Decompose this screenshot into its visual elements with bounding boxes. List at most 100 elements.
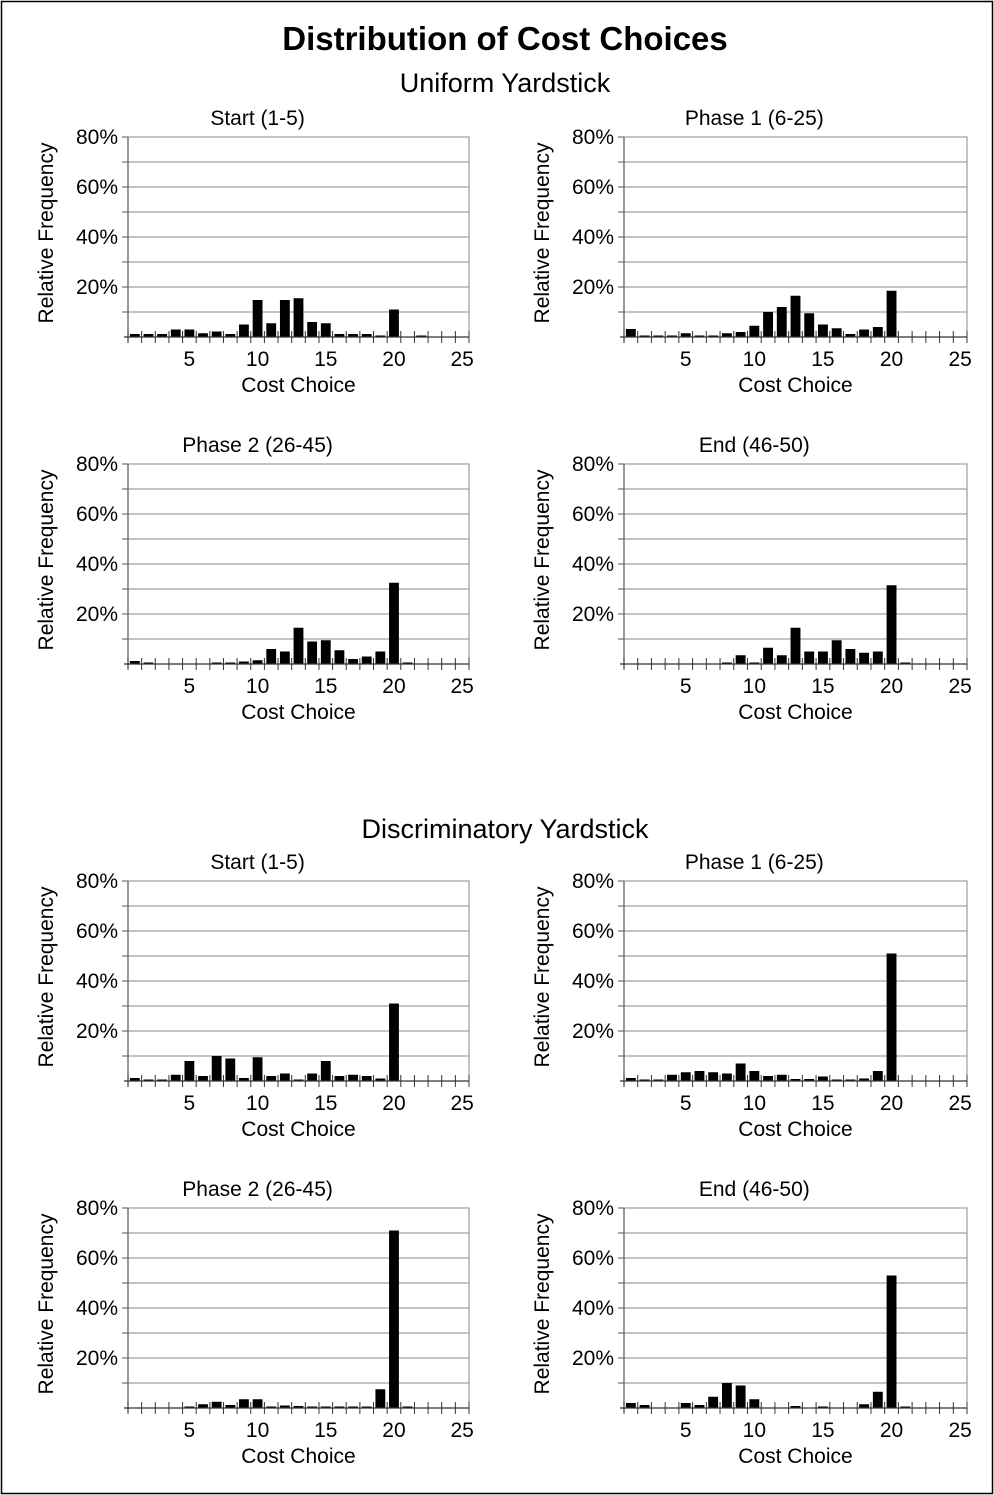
bar — [776, 655, 787, 664]
bar — [389, 582, 399, 664]
bar — [307, 322, 318, 337]
x-axis-label: Cost Choice — [738, 1445, 852, 1468]
bar — [402, 1406, 413, 1408]
x-tick-label: 5 — [184, 675, 196, 698]
y-axis-label: Relative Frequency — [35, 1213, 58, 1394]
bar — [143, 1079, 154, 1081]
bar — [266, 323, 277, 337]
bar — [375, 651, 386, 664]
bar — [211, 662, 222, 664]
y-axis-label: Relative Frequency — [531, 142, 554, 323]
y-tick-label: 40% — [572, 1297, 614, 1320]
bar — [307, 1406, 318, 1408]
y-tick-label: 60% — [572, 503, 614, 526]
bar — [818, 324, 828, 337]
x-tick-label: 15 — [314, 348, 337, 371]
bar — [708, 1072, 719, 1081]
chart-panel: 5 10 15 20 25 20% 40% 60% 80% Phase 2 (26-45) Cost… — [35, 434, 474, 724]
bar — [239, 1078, 249, 1081]
chart-panel: 5 10 15 20 25 20% 40% 60% 80% Phase 2 (26-45) Cost… — [35, 1178, 474, 1468]
bar — [776, 307, 787, 337]
y-tick-label: 80% — [572, 126, 614, 149]
figure-title: Distribution of Cost Choices — [282, 20, 728, 57]
bar — [157, 1079, 168, 1081]
bar — [831, 640, 842, 664]
bar — [667, 1074, 677, 1081]
bar — [776, 1074, 787, 1081]
bar — [198, 1404, 208, 1408]
x-axis-label: Cost Choice — [241, 701, 355, 724]
bar — [708, 1396, 719, 1408]
y-tick-label: 80% — [76, 870, 118, 893]
y-tick-label: 20% — [572, 1347, 614, 1370]
bar — [416, 335, 427, 337]
x-tick-label: 10 — [743, 675, 766, 698]
bar — [872, 1071, 883, 1081]
x-tick-label: 15 — [314, 1419, 337, 1442]
bar — [708, 335, 719, 337]
bar — [375, 1078, 386, 1081]
x-tick-label: 5 — [680, 348, 692, 371]
bar — [859, 329, 870, 337]
y-tick-label: 40% — [76, 226, 118, 249]
bar — [872, 1391, 883, 1408]
group-title-discriminatory: Discriminatory Yardstick — [361, 814, 649, 844]
panel-title: Start (1-5) — [210, 851, 305, 874]
panel-title: End (46-50) — [699, 1178, 810, 1201]
bar — [211, 1056, 222, 1081]
bar — [252, 1399, 263, 1408]
bar — [694, 1405, 705, 1408]
y-tick-label: 60% — [572, 1247, 614, 1270]
y-tick-label: 20% — [76, 1020, 118, 1043]
bar — [639, 1079, 650, 1081]
x-tick-label: 20 — [382, 1092, 405, 1115]
bar — [279, 1073, 290, 1081]
x-tick-label: 15 — [314, 1092, 337, 1115]
panel-title: End (46-50) — [699, 434, 810, 457]
x-axis-label: Cost Choice — [241, 374, 355, 397]
bar — [211, 331, 222, 337]
y-axis-label: Relative Frequency — [531, 1213, 554, 1394]
bar — [886, 290, 897, 337]
bar — [266, 649, 277, 664]
x-tick-label: 5 — [680, 1092, 692, 1115]
x-tick-label: 10 — [246, 1419, 269, 1442]
x-axis-label: Cost Choice — [738, 1118, 852, 1141]
x-tick-label: 25 — [948, 1092, 971, 1115]
bar — [361, 334, 372, 337]
bar — [735, 1063, 746, 1081]
x-tick-label: 20 — [880, 348, 903, 371]
y-axis-label: Relative Frequency — [35, 142, 58, 323]
panel-title: Phase 1 (6-25) — [685, 851, 824, 874]
bar — [721, 333, 732, 337]
x-tick-label: 15 — [811, 675, 834, 698]
bar — [845, 1079, 856, 1081]
group-title-uniform: Uniform Yardstick — [400, 68, 611, 98]
bar — [225, 334, 236, 337]
y-tick-label: 20% — [572, 603, 614, 626]
bar — [900, 1406, 911, 1408]
bar — [239, 661, 249, 664]
bar — [184, 1061, 195, 1081]
bar — [361, 1076, 372, 1081]
y-tick-label: 20% — [76, 1347, 118, 1370]
x-tick-label: 10 — [246, 348, 269, 371]
bar — [279, 300, 290, 337]
bar — [749, 325, 760, 337]
y-axis-label: Relative Frequency — [531, 886, 554, 1067]
chart-panel: 5 10 15 20 25 20% 40% 60% 80% Start (1-5) Cost Cho… — [35, 107, 474, 397]
x-tick-label: 25 — [451, 1419, 474, 1442]
bar — [735, 655, 746, 664]
x-tick-label: 5 — [184, 1092, 196, 1115]
x-tick-label: 10 — [246, 675, 269, 698]
bar — [334, 1076, 345, 1081]
panel-title: Phase 1 (6-25) — [685, 107, 824, 130]
bar — [239, 324, 249, 337]
x-tick-label: 10 — [743, 1419, 766, 1442]
y-tick-label: 40% — [572, 553, 614, 576]
bar — [763, 312, 773, 337]
bar — [307, 641, 318, 664]
y-tick-label: 40% — [572, 970, 614, 993]
bar — [721, 1073, 732, 1081]
bar — [320, 640, 331, 664]
